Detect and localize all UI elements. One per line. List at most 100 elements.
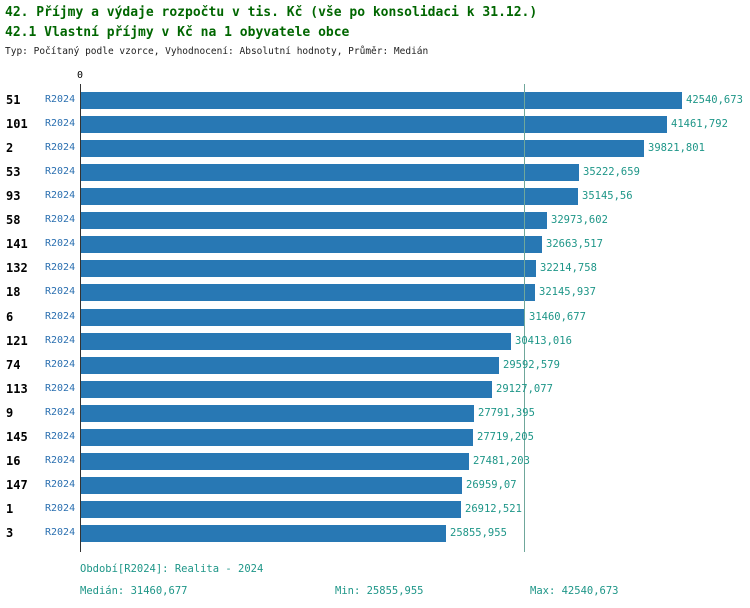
- row-series-label: R2024: [45, 383, 76, 394]
- bar-value-label: 25855,955: [450, 527, 507, 539]
- zero-axis-line: [80, 84, 81, 552]
- chart-row: 51 R2024 42540,673: [0, 89, 750, 113]
- row-series-label: R2024: [45, 311, 76, 322]
- row-series-label: R2024: [45, 479, 76, 490]
- row-category-label: 93: [6, 189, 21, 203]
- row-category-label: 51: [6, 93, 21, 107]
- row-series-label: R2024: [45, 335, 76, 346]
- value-bar: [81, 429, 473, 446]
- bar-value-label: 35145,56: [582, 190, 633, 202]
- bar-value-label: 31460,677: [529, 311, 586, 323]
- row-category-label: 6: [6, 310, 14, 324]
- bar-value-label: 26959,07: [466, 479, 517, 491]
- value-bar: [81, 260, 536, 277]
- row-category-label: 121: [6, 334, 28, 348]
- row-category-label: 58: [6, 213, 21, 227]
- row-category-label: 101: [6, 117, 28, 131]
- chart-meta-info: Typ: Počítaný podle vzorce, Vyhodnocení:…: [5, 46, 429, 57]
- row-series-label: R2024: [45, 455, 76, 466]
- chart-row: 101 R2024 41461,792: [0, 113, 750, 137]
- chart-row: 53 R2024 35222,659: [0, 161, 750, 185]
- bar-value-label: 32145,937: [539, 286, 596, 298]
- value-bar: [81, 405, 474, 422]
- row-category-label: 74: [6, 358, 21, 372]
- value-bar: [81, 284, 535, 301]
- row-series-label: R2024: [45, 359, 76, 370]
- chart-row: 147 R2024 26959,07: [0, 474, 750, 498]
- row-category-label: 141: [6, 237, 28, 251]
- row-series-label: R2024: [45, 190, 76, 201]
- axis-zero-label: 0: [76, 70, 84, 81]
- chart-row: 132 R2024 32214,758: [0, 257, 750, 281]
- value-bar: [81, 381, 492, 398]
- value-bar: [81, 477, 462, 494]
- row-category-label: 2: [6, 141, 14, 155]
- row-category-label: 145: [6, 430, 28, 444]
- row-series-label: R2024: [45, 407, 76, 418]
- bar-value-label: 39821,801: [648, 142, 705, 154]
- row-category-label: 16: [6, 454, 21, 468]
- value-bar: [81, 92, 682, 109]
- chart-row: 16 R2024 27481,203: [0, 450, 750, 474]
- row-series-label: R2024: [45, 503, 76, 514]
- row-series-label: R2024: [45, 431, 76, 442]
- chart-row: 121 R2024 30413,016: [0, 330, 750, 354]
- row-category-label: 9: [6, 406, 14, 420]
- bar-value-label: 27481,203: [473, 455, 530, 467]
- bar-value-label: 27719,205: [477, 431, 534, 443]
- bar-value-label: 26912,521: [465, 503, 522, 515]
- chart-row: 2 R2024 39821,801: [0, 137, 750, 161]
- median-line: [524, 84, 525, 552]
- chart-row: 9 R2024 27791,395: [0, 402, 750, 426]
- value-bar: [81, 236, 542, 253]
- row-series-label: R2024: [45, 238, 76, 249]
- value-bar: [81, 212, 547, 229]
- value-bar: [81, 501, 461, 518]
- row-series-label: R2024: [45, 214, 76, 225]
- row-series-label: R2024: [45, 527, 76, 538]
- row-category-label: 3: [6, 526, 14, 540]
- chart-row: 93 R2024 35145,56: [0, 185, 750, 209]
- bar-value-label: 41461,792: [671, 118, 728, 130]
- row-series-label: R2024: [45, 142, 76, 153]
- row-category-label: 53: [6, 165, 21, 179]
- row-category-label: 1: [6, 502, 14, 516]
- value-bar: [81, 140, 644, 157]
- value-bar: [81, 357, 499, 374]
- chart-title: 42. Příjmy a výdaje rozpočtu v tis. Kč (…: [5, 5, 538, 20]
- footer-median-label: Medián: 31460,677: [80, 585, 188, 597]
- chart-row: 1 R2024 26912,521: [0, 498, 750, 522]
- row-series-label: R2024: [45, 94, 76, 105]
- value-bar: [81, 164, 579, 181]
- value-bar: [81, 188, 578, 205]
- bar-value-label: 32214,758: [540, 262, 597, 274]
- chart-row: 145 R2024 27719,205: [0, 426, 750, 450]
- row-category-label: 132: [6, 261, 28, 275]
- bar-value-label: 32973,602: [551, 214, 608, 226]
- footer-max-label: Max: 42540,673: [530, 585, 619, 597]
- chart-row: 3 R2024 25855,955: [0, 522, 750, 546]
- bar-value-label: 42540,673: [686, 94, 743, 106]
- chart-row: 18 R2024 32145,937: [0, 281, 750, 305]
- chart-row: 113 R2024 29127,077: [0, 378, 750, 402]
- value-bar: [81, 453, 469, 470]
- row-category-label: 113: [6, 382, 28, 396]
- chart-row: 58 R2024 32973,602: [0, 209, 750, 233]
- row-series-label: R2024: [45, 286, 76, 297]
- row-series-label: R2024: [45, 118, 76, 129]
- chart-subtitle: 42.1 Vlastní příjmy v Kč na 1 obyvatele …: [5, 25, 350, 40]
- bar-value-label: 35222,659: [583, 166, 640, 178]
- chart-row: 141 R2024 32663,517: [0, 233, 750, 257]
- row-category-label: 18: [6, 285, 21, 299]
- row-category-label: 147: [6, 478, 28, 492]
- bar-value-label: 30413,016: [515, 335, 572, 347]
- bar-value-label: 27791,395: [478, 407, 535, 419]
- row-series-label: R2024: [45, 262, 76, 273]
- value-bar: [81, 309, 525, 326]
- chart-row: 6 R2024 31460,677: [0, 306, 750, 330]
- footer-min-label: Min: 25855,955: [335, 585, 424, 597]
- chart-row: 74 R2024 29592,579: [0, 354, 750, 378]
- value-bar: [81, 116, 667, 133]
- bar-value-label: 29127,077: [496, 383, 553, 395]
- row-series-label: R2024: [45, 166, 76, 177]
